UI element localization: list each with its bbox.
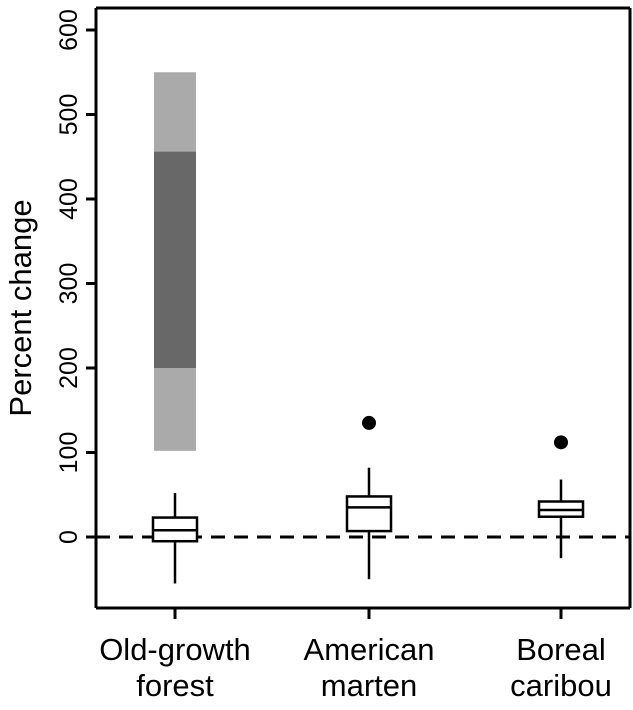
box-1 <box>151 493 199 584</box>
y-tick-label: 500 <box>55 94 83 136</box>
range-bar-inner <box>154 151 196 368</box>
y-tick-label: 200 <box>55 347 83 389</box>
outlier-point <box>362 415 376 430</box>
y-axis-ticks: 0 100 200 300 400 500 600 <box>55 9 96 544</box>
box-3 <box>537 435 585 559</box>
y-tick-label: 400 <box>55 178 83 220</box>
x-tick-label: American <box>304 632 435 667</box>
y-tick-label: 600 <box>55 9 83 51</box>
y-axis-title: Percent change <box>3 199 38 416</box>
range-bars <box>154 72 196 451</box>
x-tick-label: caribou <box>510 668 612 703</box>
y-tick-label: 300 <box>55 263 83 305</box>
y-tick-label: 0 <box>55 530 83 544</box>
x-tick-label: marten <box>321 668 417 703</box>
outlier-point <box>554 435 568 450</box>
y-tick-label: 100 <box>55 432 83 474</box>
plot-area <box>94 6 632 610</box>
box-series <box>151 415 585 584</box>
x-tick-label: forest <box>136 668 214 703</box>
box-2 <box>345 415 393 580</box>
x-tick-label: Boreal <box>516 632 606 667</box>
box-iqr <box>345 495 393 533</box>
x-tick-label: Old-growth <box>99 632 251 667</box>
